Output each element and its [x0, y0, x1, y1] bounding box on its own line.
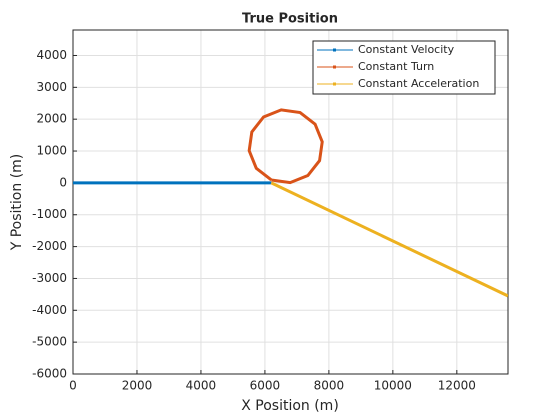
x-tick-label: 8000 — [314, 379, 345, 393]
legend-label: Constant Velocity — [358, 43, 455, 56]
x-tick-label: 10000 — [374, 379, 412, 393]
y-tick-label: -4000 — [32, 303, 67, 317]
x-axis-label: X Position (m) — [241, 398, 339, 414]
series-line — [270, 181, 508, 298]
y-tick-label: 3000 — [36, 80, 67, 94]
x-tick-label: 0 — [69, 379, 77, 393]
series-line — [247, 108, 324, 185]
legend-label: Constant Turn — [358, 60, 434, 73]
y-tick-label: 4000 — [36, 48, 67, 62]
y-tick-label: -5000 — [32, 335, 67, 349]
chart-title: True Position — [242, 12, 338, 27]
y-tick-label: -6000 — [32, 367, 67, 381]
legend-marker — [333, 82, 336, 86]
y-tick-label: -2000 — [32, 239, 67, 253]
legend-label: Constant Acceleration — [358, 77, 479, 90]
y-tick-label: -1000 — [32, 207, 67, 221]
legend-marker — [333, 48, 336, 52]
y-axis-label: Y Position (m) — [9, 154, 25, 252]
y-tick-label: 0 — [59, 175, 67, 189]
x-tick-label: 12000 — [438, 379, 476, 393]
x-tick-label: 2000 — [122, 379, 153, 393]
legend-marker — [333, 65, 336, 69]
y-tick-label: -3000 — [32, 271, 67, 285]
y-tick-label: 2000 — [36, 112, 67, 126]
x-tick-label: 4000 — [186, 379, 217, 393]
x-tick-label: 6000 — [250, 379, 281, 393]
plot-frame — [72, 29, 509, 375]
y-tick-label: 1000 — [36, 144, 67, 158]
